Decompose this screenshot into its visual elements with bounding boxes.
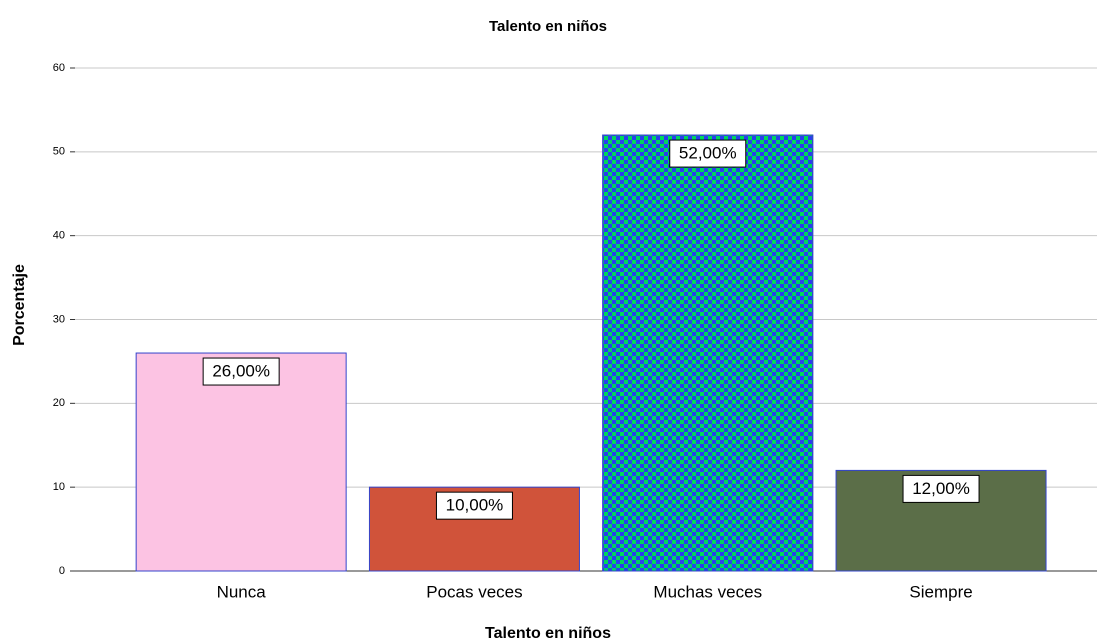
y-tick-label: 0	[59, 565, 65, 577]
value-label: 26,00%	[212, 362, 270, 381]
value-label-box	[435, 491, 513, 520]
value-label-box	[202, 357, 280, 386]
y-tick-label: 40	[53, 230, 65, 242]
x-tick-label: Nunca	[217, 582, 267, 601]
y-tick-label: 20	[53, 397, 65, 409]
value-label: 10,00%	[446, 496, 504, 515]
value-label-box	[902, 474, 980, 503]
x-tick-label: Siempre	[909, 582, 972, 601]
value-label: 52,00%	[679, 144, 737, 163]
x-axis-title: Talento en niños	[485, 625, 611, 642]
bar-pattern	[602, 134, 814, 572]
y-axis-title: Porcentaje	[11, 264, 28, 346]
chart-title: Talento en niños	[489, 18, 607, 35]
y-tick-label: 10	[53, 481, 65, 493]
bar	[135, 352, 347, 572]
y-tick-label: 50	[53, 146, 65, 158]
x-tick-label: Muchas veces	[653, 582, 762, 601]
x-tick-label: Pocas veces	[426, 582, 522, 601]
y-tick-label: 60	[53, 62, 65, 74]
value-label: 12,00%	[912, 479, 970, 498]
value-label-box	[669, 139, 747, 168]
y-tick-label: 30	[53, 313, 65, 325]
